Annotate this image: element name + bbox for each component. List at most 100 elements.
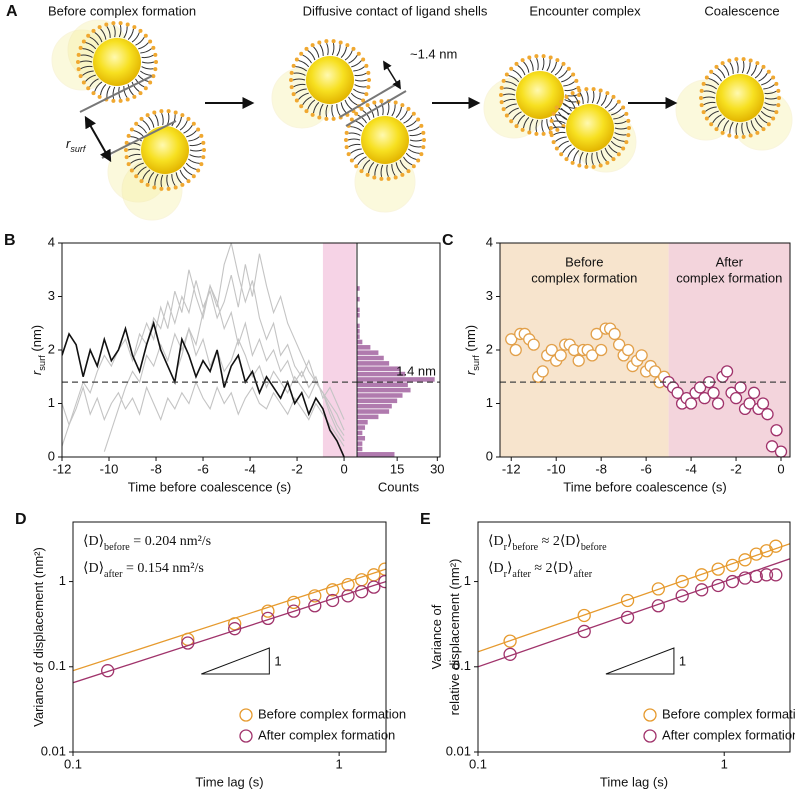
ligand: [585, 152, 589, 165]
ligand-head: [338, 40, 343, 45]
ligand-head: [422, 138, 426, 142]
ligand: [541, 119, 544, 133]
ligand-head: [416, 158, 421, 163]
point: [612, 338, 626, 351]
point: [648, 365, 662, 378]
slope-triangle: [201, 647, 270, 675]
ligand: [764, 90, 777, 95]
ligand: [131, 81, 140, 92]
ligand-head: [748, 133, 753, 138]
ligand-head: [125, 22, 130, 27]
ligand-head: [126, 162, 131, 167]
ligand: [368, 162, 375, 174]
point: [747, 386, 761, 399]
ligand: [754, 68, 763, 79]
ligand: [100, 28, 107, 40]
ligand: [562, 102, 572, 112]
ligand: [763, 84, 775, 90]
ligand-head: [551, 111, 556, 116]
ligand: [141, 61, 155, 64]
ligand-head: [605, 160, 610, 165]
frame: [72, 521, 387, 753]
ligand-head: [291, 63, 296, 68]
hist-bar: [357, 382, 408, 388]
ligand-head: [771, 116, 776, 121]
x-tick-label: 1: [336, 756, 343, 771]
y-tick-label: 4: [486, 234, 493, 249]
y-tick-label: 0.1: [48, 658, 66, 673]
core: [516, 71, 564, 119]
ligand-head: [126, 133, 131, 138]
ligand: [89, 78, 99, 88]
label-part: = 0.204 nm²/s: [130, 534, 211, 549]
ligand: [188, 136, 200, 142]
ligand: [406, 120, 417, 128]
ligand-head: [527, 130, 532, 135]
ligand-head: [584, 87, 589, 92]
ligand-head: [598, 163, 603, 168]
ligand-head: [154, 60, 158, 64]
ligand-head: [129, 127, 134, 132]
label-part: ⟨D: [488, 561, 504, 576]
point: [698, 391, 711, 405]
x-tick-label: 15: [390, 461, 404, 476]
region-label: After: [716, 254, 744, 269]
ligand: [386, 103, 390, 116]
ligand-head: [345, 43, 350, 48]
series-line: [62, 380, 345, 447]
ligand: [555, 114, 568, 120]
ligand-head: [514, 61, 519, 66]
ligand: [614, 127, 628, 130]
ligand-head: [555, 127, 560, 132]
point: [620, 593, 635, 608]
point: [671, 386, 684, 399]
ligand: [409, 132, 422, 137]
ligand-head: [86, 33, 91, 38]
ligand-head: [411, 164, 416, 169]
x-axis-label: Time lag (s): [600, 774, 668, 789]
hist-bar: [357, 409, 390, 414]
y-tick-label: 2: [48, 341, 55, 356]
point: [261, 611, 275, 626]
ligand-head: [78, 45, 83, 50]
ligand-head: [76, 60, 80, 64]
point: [378, 574, 386, 589]
ligand: [336, 44, 341, 57]
ligand: [354, 72, 367, 77]
ligand-head: [379, 99, 384, 104]
ligand: [554, 65, 563, 76]
ligand-head: [776, 103, 781, 108]
x-tick-label: -2: [291, 461, 303, 476]
ligand-head: [419, 123, 424, 128]
ligand-head: [143, 86, 148, 91]
step-label: Diffusive contact of ligand shells: [303, 3, 488, 18]
point: [749, 569, 763, 584]
legend-marker: [643, 708, 657, 722]
series-line: [103, 326, 345, 452]
highlight: [322, 243, 356, 457]
point: [729, 391, 743, 405]
ligand-head: [118, 21, 123, 26]
ligand: [508, 75, 520, 83]
point: [725, 574, 740, 589]
ligand-head: [621, 146, 626, 151]
ligand: [558, 69, 568, 79]
x-tick-label: -10: [100, 461, 119, 476]
ligand: [82, 70, 94, 76]
y-tick-label: 0.01: [446, 743, 471, 758]
ligand: [130, 136, 143, 142]
ligand-head: [289, 78, 293, 82]
ligand: [374, 104, 379, 116]
ligand: [536, 57, 539, 71]
label-part: relative displacement (nm²): [447, 559, 462, 716]
ligand-head: [202, 148, 206, 152]
ligand-head: [774, 110, 779, 115]
ligand: [741, 122, 744, 136]
ligand-head: [148, 80, 153, 85]
ligand-head: [699, 96, 703, 100]
point: [707, 386, 720, 399]
region-label: complex formation: [531, 270, 637, 285]
point: [325, 593, 340, 608]
x-tick-label: 0: [777, 461, 784, 476]
y-tick-label: 1: [59, 573, 66, 588]
